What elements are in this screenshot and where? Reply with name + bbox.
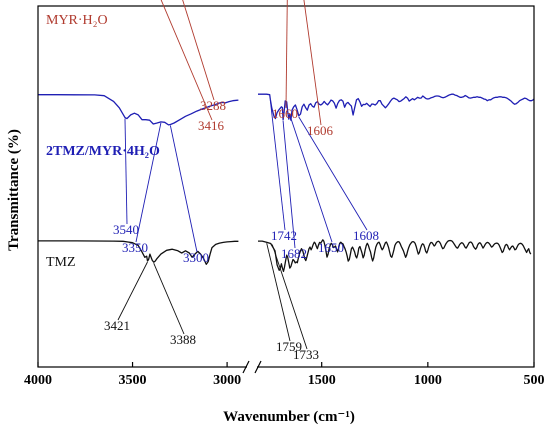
x-axis-title: Wavenumber (cm⁻¹) <box>223 409 355 425</box>
annotation-label-0-2: 1660 <box>272 106 298 121</box>
series-line-2-segment-1 <box>258 239 532 273</box>
annotation-leader-2-3 <box>271 244 308 350</box>
y-axis-title: Transmittance (%) <box>6 129 22 251</box>
annotation-label-1-1: 3350 <box>122 240 148 255</box>
series-label-2tmz-myr-4h2o: 2TMZ/MYR·4H₂O <box>46 144 160 159</box>
annotation-leader-2-1 <box>153 263 185 335</box>
annotation-label-1-2: 3300 <box>183 250 209 265</box>
x-tick-label-2: 3000 <box>213 373 241 388</box>
x-axis-ticks: 4000 3500 3000 1500 1000 500 <box>24 362 545 388</box>
annotation-label-2-0: 3421 <box>104 318 130 333</box>
annotation-label-2-1: 3388 <box>170 332 196 347</box>
series-line-1-segment-1 <box>258 93 535 121</box>
x-tick-label-0: 4000 <box>24 373 52 388</box>
annotation-label-0-0: 3416 <box>198 118 225 133</box>
x-tick-label-3: 1500 <box>308 373 336 388</box>
x-tick-label-1: 3500 <box>119 373 147 388</box>
annotation-label-0-1: 3288 <box>200 98 226 113</box>
annotation-leader-1-5 <box>289 114 333 243</box>
annotation-label-1-4: 1682 <box>281 246 307 261</box>
series-label-myr-h2o: MYR·H₂O <box>46 13 108 28</box>
annotation-leader-1-0 <box>124 118 128 225</box>
annotation-leader-1-2 <box>169 125 198 253</box>
annotation-leader-2-0 <box>117 261 148 321</box>
axis-break-gap <box>247 364 257 370</box>
annotation-leader-0-1 <box>182 0 215 101</box>
plot-layer <box>38 93 535 273</box>
series-line-2-segment-0 <box>38 240 239 265</box>
x-tick-label-5: 500 <box>524 373 545 388</box>
annotation-label-1-5: 1650 <box>318 240 344 255</box>
annotation-label-1-6: 1608 <box>353 228 379 243</box>
annotation-leader-1-6 <box>298 116 368 231</box>
annotation-label-2-2: 1759 <box>276 339 302 354</box>
annotation-leader-0-3 <box>303 0 322 126</box>
annotation-leader-0-2 <box>285 0 288 109</box>
annotation-label-2-3: 1733 <box>293 347 319 362</box>
annotation-leader-1-1 <box>135 122 162 243</box>
x-tick-label-4: 1000 <box>414 373 442 388</box>
annotation-layer: 3416 3288 1660 1606 3540 3350 3300 1742 1682 1650… <box>104 0 379 362</box>
plot-frame <box>37 5 535 374</box>
annotation-leader-1-4 <box>282 120 296 249</box>
axis-break-mark-1 <box>254 360 262 374</box>
series-label-tmz: TMZ <box>46 255 76 270</box>
annotation-label-1-0: 3540 <box>113 222 139 237</box>
annotation-label-1-3: 1742 <box>271 228 297 243</box>
axis-break-mark-0 <box>242 360 250 374</box>
annotation-label-0-3: 1606 <box>307 123 334 138</box>
annotation-leader-1-3 <box>269 100 286 231</box>
annotation-leader-0-0 <box>160 0 213 121</box>
series-line-1-segment-0 <box>38 94 239 126</box>
plot-box <box>37 5 535 368</box>
annotation-leader-2-2 <box>266 243 291 342</box>
